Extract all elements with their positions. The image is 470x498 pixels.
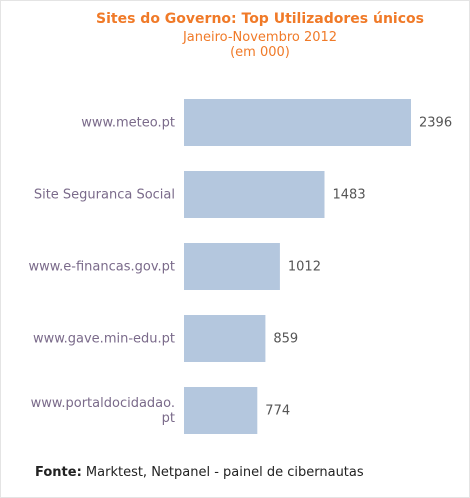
bar bbox=[184, 387, 258, 434]
source-text: Marktest, Netpanel - painel de cibernaut… bbox=[81, 465, 364, 480]
data-label: 859 bbox=[273, 332, 298, 347]
source-label: Fonte: bbox=[35, 465, 82, 480]
category-label: www.portaldocidadao. bbox=[31, 396, 175, 411]
data-label: 1483 bbox=[333, 188, 366, 203]
data-label: 774 bbox=[265, 404, 290, 419]
data-label: 2396 bbox=[419, 116, 452, 131]
category-label: www.meteo.pt bbox=[81, 116, 175, 131]
chart-subtitle-period: Janeiro-Novembro 2012 bbox=[182, 30, 338, 45]
category-label: www.e-financas.gov.pt bbox=[28, 260, 175, 275]
source-note: Fonte: Marktest, Netpanel - painel de ci… bbox=[35, 465, 364, 480]
data-label: 1012 bbox=[288, 260, 321, 275]
category-label: Site Seguranca Social bbox=[34, 188, 175, 203]
bar bbox=[184, 243, 280, 290]
bar bbox=[184, 99, 411, 146]
chart-subtitle-unit: (em 000) bbox=[230, 45, 290, 60]
category-label: pt bbox=[162, 411, 175, 426]
chart-title: Sites do Governo: Top Utilizadores único… bbox=[96, 11, 424, 27]
bar bbox=[184, 171, 325, 218]
bar bbox=[184, 315, 266, 362]
category-label: www.gave.min-edu.pt bbox=[33, 332, 175, 347]
